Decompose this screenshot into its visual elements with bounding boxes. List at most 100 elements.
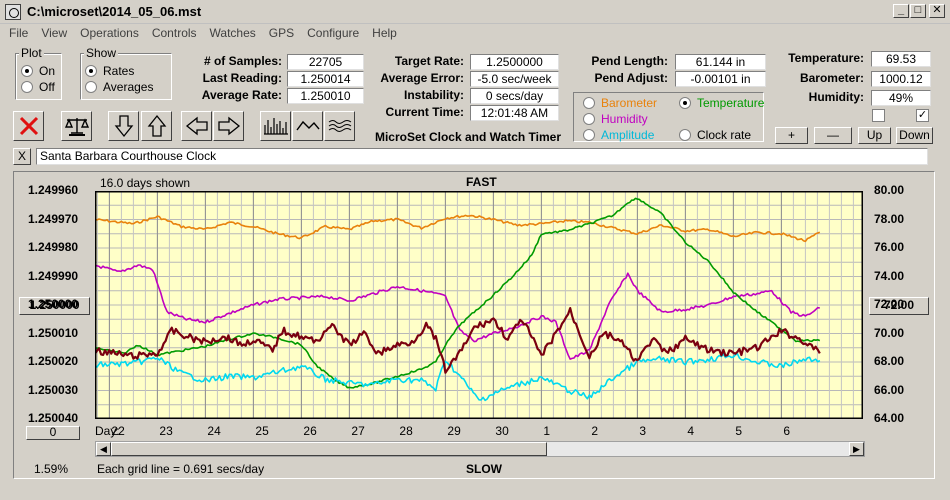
x-tick-label: 2 <box>591 424 599 438</box>
target-rate-field: 1.2500000 <box>470 54 559 70</box>
menu-item-configure[interactable]: Configure <box>307 26 360 40</box>
temperature-option-label: Temperature <box>697 96 765 110</box>
y-left-tick-label: 1.250010 <box>28 325 79 340</box>
y-right-tick-label: 68.00 <box>874 354 905 368</box>
show-group-title: Show <box>84 46 119 60</box>
y-right-tick-label: 80.00 <box>874 183 905 197</box>
arrow-down-icon <box>114 115 133 138</box>
x-tick-label: 24 <box>207 424 221 438</box>
humidity-field: 49% <box>871 90 931 106</box>
window-title: C:\microset\2014_05_06.mst <box>27 4 202 19</box>
menu-item-watches[interactable]: Watches <box>209 26 256 40</box>
current-time-field: 12:01:48 AM <box>470 105 559 121</box>
maximize-button[interactable]: □ <box>910 4 926 18</box>
average-rate-field: 1.250010 <box>287 88 364 104</box>
scale-down-button[interactable]: Down <box>896 127 933 144</box>
show-rates-label: Rates <box>103 64 135 78</box>
line-graph-button[interactable] <box>292 111 323 141</box>
close-clock-button[interactable]: X <box>13 148 31 165</box>
menu-item-file[interactable]: File <box>9 26 29 40</box>
radio-dot[interactable] <box>679 97 691 109</box>
histogram-button[interactable] <box>260 111 291 141</box>
x-tick-label: 23 <box>159 424 173 438</box>
arrow-left-button[interactable] <box>181 111 212 141</box>
radio-dot[interactable] <box>21 65 33 77</box>
radio-dot[interactable] <box>85 65 97 77</box>
right-value-button[interactable]: 72.00 <box>869 297 929 315</box>
x-tick-label: 28 <box>399 424 413 438</box>
radio-dot[interactable] <box>583 129 595 141</box>
y-left-tick-label: 1.250030 <box>28 382 79 397</box>
chart-plot <box>95 191 863 419</box>
clock-rate-radio[interactable]: Clock rate <box>679 128 751 142</box>
y-right-tick-label: 66.00 <box>874 382 905 397</box>
close-window-button[interactable]: ✕ <box>929 4 945 18</box>
slow-label: SLOW <box>466 462 502 476</box>
pend-adjust-label: Pend Adjust: <box>594 71 668 85</box>
arrow-right-icon <box>217 116 240 136</box>
menu-item-operations[interactable]: Operations <box>80 26 139 40</box>
pend-adjust-field: -0.00101 in <box>675 71 766 87</box>
checkbox-right[interactable]: ✓ <box>916 109 929 122</box>
series-line-4 <box>95 306 821 374</box>
scroll-left-button[interactable]: ◀ <box>96 442 111 456</box>
app-title: MicroSet Clock and Watch Timer <box>374 130 562 144</box>
fast-label: FAST <box>466 175 497 189</box>
arrow-down-button[interactable] <box>108 111 139 141</box>
humidity-radio[interactable]: Humidity <box>583 112 648 126</box>
zero-button[interactable]: 0 <box>26 426 80 440</box>
plot-group-title: Plot <box>19 46 44 60</box>
y-left-tick-label: 1.249980 <box>28 240 79 254</box>
y-right-tick-label: 78.00 <box>874 211 905 226</box>
show-averages-label: Averages <box>103 80 154 94</box>
temperature-label: Temperature: <box>788 51 864 65</box>
histogram-icon <box>263 118 288 135</box>
left-value-button[interactable]: 1.250000 <box>19 297 90 315</box>
arrow-up-button[interactable] <box>141 111 172 141</box>
menu-item-help[interactable]: Help <box>372 26 397 40</box>
show-group <box>80 53 172 100</box>
plot-off-label: Off <box>39 80 55 94</box>
scale-minus-button[interactable]: — <box>814 127 852 144</box>
show-averages-radio[interactable]: Averages <box>85 80 153 94</box>
instability-label: Instability: <box>403 88 464 102</box>
balance-button[interactable] <box>61 111 92 141</box>
barometer-field: 1000.12 <box>871 71 931 87</box>
checkbox-left[interactable] <box>872 109 885 122</box>
series-line-2 <box>95 197 821 389</box>
menu-item-gps[interactable]: GPS <box>268 26 295 40</box>
plot-on-radio[interactable]: On <box>21 64 55 78</box>
wave-graph-button[interactable] <box>324 111 355 141</box>
menu-item-controls[interactable]: Controls <box>151 26 197 40</box>
chart-scrollbar[interactable]: ◀ ▶ <box>95 441 865 457</box>
minimize-button[interactable]: _ <box>893 4 909 18</box>
barometer-radio[interactable]: Barometer <box>583 96 657 110</box>
amplitude-radio[interactable]: Amplitude <box>583 128 654 142</box>
menu-item-view[interactable]: View <box>41 26 68 40</box>
temperature-radio[interactable]: Temperature <box>679 96 764 110</box>
radio-dot[interactable] <box>679 129 691 141</box>
y-left-tick-label: 1.250000 <box>28 297 79 311</box>
humidity-option-label: Humidity <box>601 112 648 126</box>
instability-field: 0 secs/day <box>470 88 559 104</box>
radio-dot[interactable] <box>21 81 33 93</box>
clear-button[interactable] <box>13 111 44 141</box>
scroll-thumb[interactable] <box>111 442 547 456</box>
arrow-right-button[interactable] <box>213 111 244 141</box>
show-rates-radio[interactable]: Rates <box>85 64 134 78</box>
clock-name-field[interactable]: Santa Barbara Courthouse Clock <box>36 148 928 165</box>
x-tick-label: 26 <box>303 424 317 438</box>
radio-dot[interactable] <box>583 113 595 125</box>
radio-dot[interactable] <box>583 97 595 109</box>
y-right-tick-label: 76.00 <box>874 240 905 254</box>
scroll-right-button[interactable]: ▶ <box>849 442 864 456</box>
plot-off-radio[interactable]: Off <box>21 80 55 94</box>
series-line-1 <box>95 264 820 360</box>
series-line-0 <box>95 214 821 243</box>
barometer-label: Barometer: <box>799 71 864 85</box>
radio-dot[interactable] <box>85 81 97 93</box>
scale-up-button[interactable]: Up <box>858 127 891 144</box>
y-right-tick-label: 74.00 <box>874 268 905 283</box>
y-left-tick-label: 1.250040 <box>28 411 79 425</box>
scale-plus-button[interactable]: + <box>775 127 808 144</box>
